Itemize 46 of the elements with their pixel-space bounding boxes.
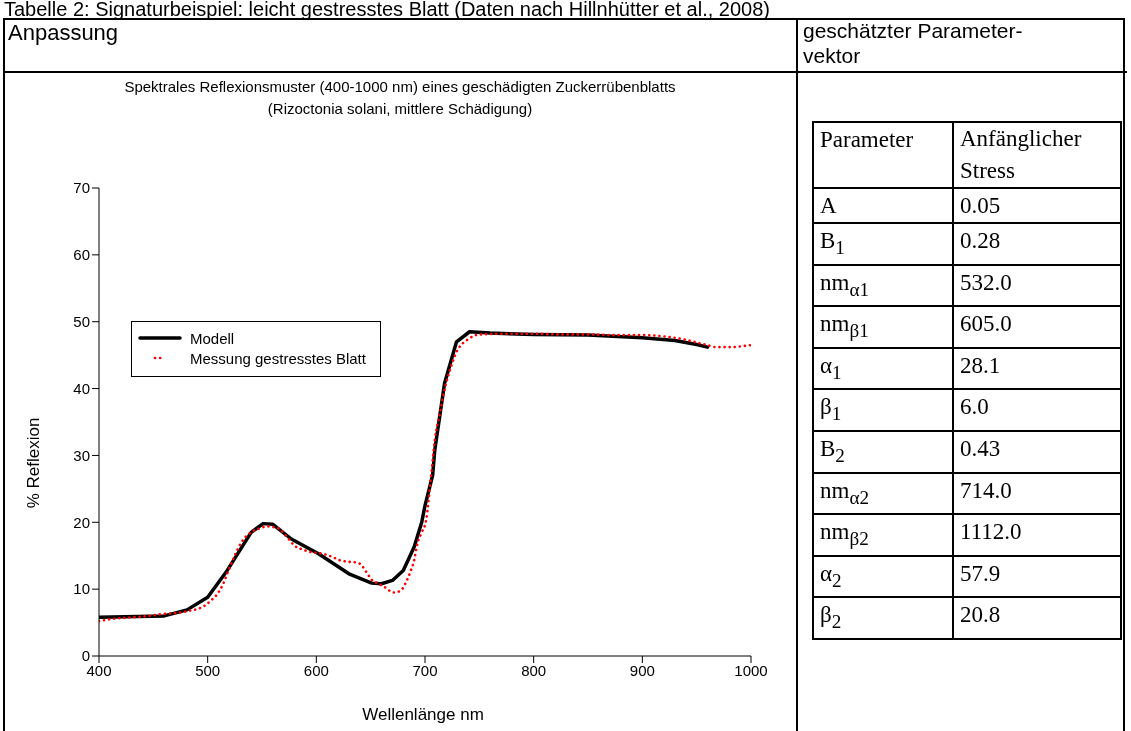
category-label: nm$_{α2}$ (813, 472, 953, 515)
data-label: 6.0 (953, 389, 1121, 431)
data-label: 714.0 (953, 472, 1121, 515)
data-label: 1112.0 (953, 514, 1121, 556)
chart-title: Spektrales Reflexionsmuster (400-1000 nm) eines geschädigten Zuckerrübenblatts (123, 78, 677, 95)
category-label: nm$_{α1}$ (813, 264, 953, 307)
category-label: α$_{2}$ (813, 555, 953, 598)
x-axis-title: Wellenlänge nm (361, 705, 485, 725)
y-tick-label: 10 (73, 580, 90, 598)
category-label: nm$_{β1}$ (813, 306, 953, 348)
y-axis-title: % Reflexion (24, 417, 44, 509)
y-tick-label: 20 (73, 513, 90, 531)
y-tick-label: 30 (73, 446, 90, 464)
data-label: 57.9 (953, 555, 1121, 598)
data-label: 20.8 (953, 597, 1121, 639)
data-label: 0.05 (953, 188, 1121, 223)
x-tick-label: 900 (629, 661, 655, 679)
y-tick-label: 40 (73, 379, 90, 397)
y-tick-label: 60 (73, 246, 90, 264)
category-label: β$_{1}$ (813, 389, 953, 431)
category-label: B$_{2}$ (813, 430, 953, 473)
category-label: β$_{2}$ (813, 597, 953, 639)
x-tick-label: 600 (303, 661, 329, 679)
x-tick-label: 1000 (734, 661, 768, 679)
data-label: 28.1 (953, 347, 1121, 390)
y-tick-label: 70 (73, 179, 90, 197)
category-label: α$_{1}$ (813, 347, 953, 390)
x-tick-label: 800 (521, 661, 547, 679)
y-tick-label: 50 (73, 313, 90, 331)
category-label: nm$_{β2}$ (813, 514, 953, 556)
text: Anpassung (8, 20, 119, 46)
x-tick-label: 700 (412, 661, 438, 679)
text: Anfänglicher Stress (953, 122, 1121, 188)
text: Parameter (813, 122, 953, 188)
data-label: 0.43 (953, 430, 1121, 473)
legend-label: Messung gestresstes Blatt (190, 349, 366, 367)
category-label: A (813, 188, 953, 223)
data-label: 605.0 (953, 306, 1121, 348)
text: Tabelle 2: Signaturbeispiel: leicht gestresstes Blatt (Daten nach Hillnhütter et al., 2008) (4, 0, 770, 21)
data-label: 532.0 (953, 264, 1121, 307)
chart-subtitle: (Rizoctonia solani, mittlere Schädigung) (266, 100, 534, 117)
category-label: B$_{1}$ (813, 223, 953, 265)
x-tick-label: 500 (195, 661, 221, 679)
legend-label: Modell (190, 329, 235, 347)
text: geschätzter Parameter-vektor (803, 18, 1024, 68)
data-label: 0.28 (953, 223, 1121, 265)
